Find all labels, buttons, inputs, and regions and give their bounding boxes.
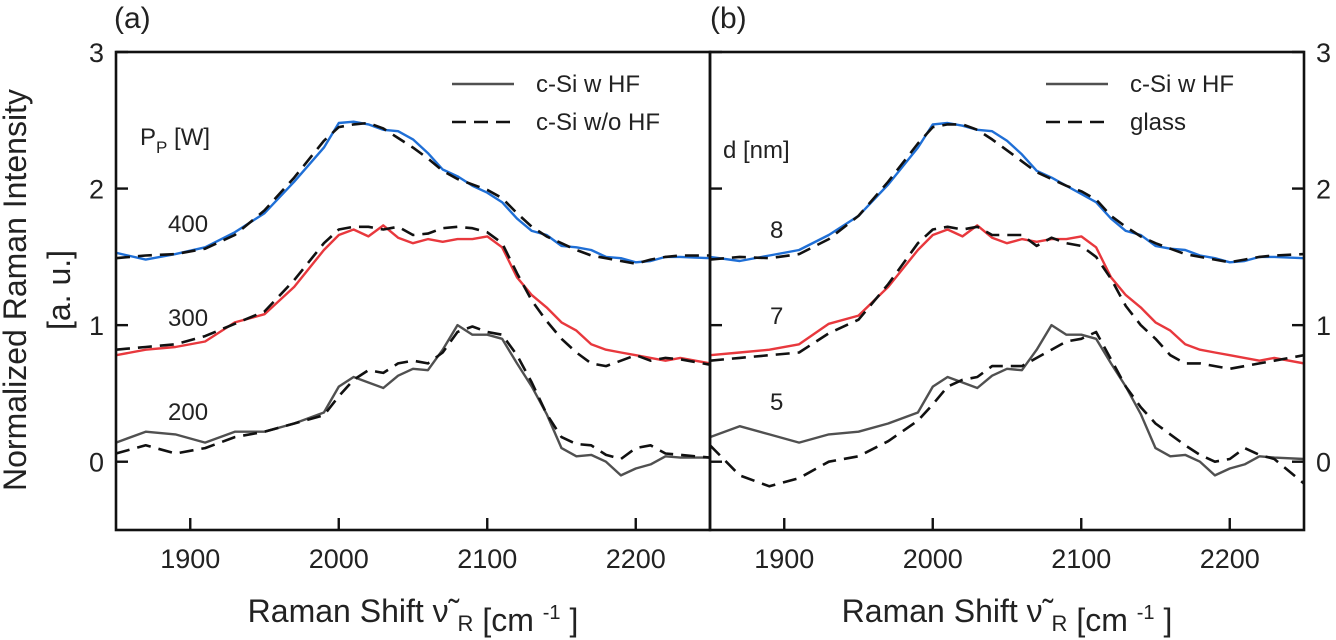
series-line-8-solid (710, 121, 1304, 264)
series-line-300-solid (116, 224, 710, 365)
y-axis-unit: [a. u.] (41, 250, 77, 330)
x-axis-title-symbol-b: ν̃ (1027, 593, 1054, 629)
x-axis-title-b: Raman Shift ν̃ R [cm -1 ] (842, 590, 1173, 638)
series-line-5-solid (710, 323, 1304, 477)
x-axis-title-sub-a: R (458, 611, 474, 636)
x-axis-title-unit-b: [cm (1076, 602, 1128, 638)
y-axis-title: Normalized Raman Intensity (0, 89, 33, 491)
x-axis-title-unit-a: [cm (482, 602, 534, 638)
series-line-7-dashed (710, 225, 1304, 371)
group-annotation: 8 (770, 217, 783, 244)
x-tick-label: 2200 (1200, 544, 1260, 574)
panel-b-label: (b) (710, 2, 747, 35)
x-tick-label: 2100 (1051, 544, 1111, 574)
svg-text:Raman Shift ν̃: Raman Shift ν̃ R [cm -1 ] (248, 590, 579, 638)
x-tick-label: 1900 (754, 544, 814, 574)
svg-text:Raman Shift ν̃: Raman Shift ν̃ R [cm -1 ] (842, 590, 1173, 638)
group-annotation: 200 (168, 399, 208, 426)
panel-b-frame (708, 50, 1306, 532)
group-title: d [nm] (723, 137, 790, 164)
x-axis-title-a: Raman Shift ν̃ R [cm -1 ] (248, 590, 579, 638)
x-axis-title-close-a: ] (569, 602, 578, 638)
x-axis-title-sup-b: -1 (1137, 602, 1155, 624)
legend: c-Si w HF glass (1046, 71, 1234, 136)
y-tick-label-right: 3 (1316, 38, 1331, 68)
y-tick-label: 2 (89, 175, 104, 205)
x-axis-title-sup-a: -1 (543, 602, 561, 624)
series-line-5-dashed (710, 330, 1304, 488)
series-line-8-dashed (710, 123, 1304, 264)
panel-a: 1900 2000 2100 2200 0 1 2 3 c-Si w HF c-Si w/o HF… (89, 38, 710, 574)
y-tick-label-right: 0 (1316, 448, 1331, 478)
y-tick-label: 0 (89, 448, 104, 478)
x-axis-title-symbol-a: ν̃ (433, 593, 460, 629)
y-tick-label: 1 (89, 311, 104, 341)
x-tick-label: 2100 (457, 544, 517, 574)
legend-label: glass (1130, 109, 1186, 136)
group-annotation: 300 (168, 305, 208, 332)
y-tick-label: 3 (89, 38, 104, 68)
group-annotation: 400 (168, 211, 208, 238)
x-axis-title-close-b: ] (1163, 602, 1172, 638)
x-tick-label: 1900 (160, 544, 220, 574)
group-annotation: 5 (770, 389, 783, 416)
legend-label: c-Si w HF (1130, 71, 1234, 98)
series-line-7-solid (710, 224, 1304, 365)
x-axis-title-sub-b: R (1052, 611, 1068, 636)
y-tick-label-right: 1 (1316, 311, 1331, 341)
series-line-200-dashed (116, 325, 710, 461)
x-axis-title-main-a: Raman Shift (248, 593, 424, 629)
x-tick-label: 2200 (606, 544, 666, 574)
x-tick-label: 2000 (903, 544, 963, 574)
x-tick-label: 2000 (309, 544, 369, 574)
legend: c-Si w HF c-Si w/o HF (452, 71, 660, 136)
legend-label: c-Si w/o HF (536, 109, 660, 136)
series-line-400-dashed (116, 121, 710, 266)
panel-a-label: (a) (114, 2, 151, 35)
panel-b: 1900 2000 2100 2200 0 1 2 3 c-Si w HF glass d [nm]… (710, 38, 1331, 574)
y-tick-label-right: 2 (1316, 175, 1331, 205)
x-axis-title-main-b: Raman Shift (842, 593, 1018, 629)
group-title: PP [W] (140, 124, 210, 157)
group-annotation: 7 (770, 303, 783, 330)
series-line-400-solid (116, 120, 710, 264)
legend-label: c-Si w HF (536, 71, 640, 98)
